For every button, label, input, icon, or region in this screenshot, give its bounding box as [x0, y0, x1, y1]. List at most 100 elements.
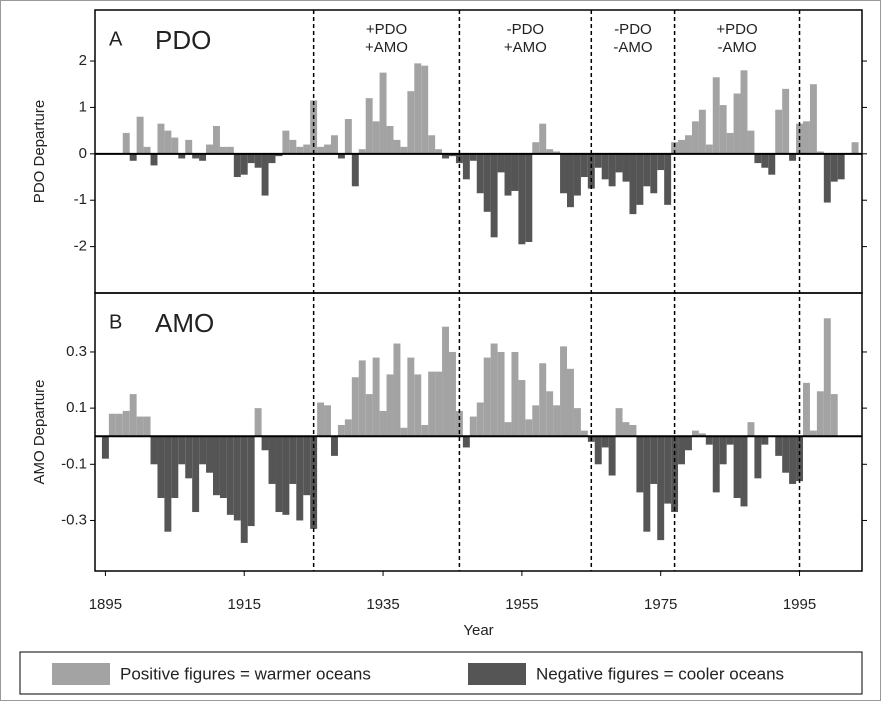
y-tick-label: -0.3 [61, 511, 87, 528]
y-tick-label: 0.3 [66, 343, 87, 360]
bar [171, 436, 179, 498]
bar [254, 153, 262, 168]
bar [740, 436, 748, 507]
bar [518, 380, 526, 437]
bar [740, 70, 748, 154]
bar [553, 151, 561, 154]
legend-swatch [52, 663, 110, 685]
regime-label: -AMO [717, 39, 756, 56]
bar [483, 357, 491, 437]
bar [400, 427, 408, 437]
bar [719, 105, 727, 154]
bar [421, 65, 429, 154]
bar [303, 436, 311, 496]
bar [685, 436, 692, 451]
bar [546, 149, 554, 154]
bar [539, 123, 547, 154]
bar [809, 430, 817, 437]
bar [580, 430, 588, 437]
bar [365, 98, 373, 154]
bar [157, 123, 165, 154]
y-tick-label: -2 [74, 238, 87, 255]
bar [823, 318, 831, 437]
bar [219, 436, 227, 498]
bar [698, 109, 706, 154]
bar [372, 121, 380, 154]
bar [428, 371, 436, 437]
bar [733, 93, 741, 154]
bar [615, 153, 623, 173]
bar [268, 436, 276, 484]
bar [185, 436, 193, 479]
bar [490, 153, 498, 238]
bar [358, 360, 366, 437]
bar [414, 63, 422, 154]
bar [782, 436, 790, 473]
bar [775, 436, 783, 456]
bar [226, 436, 234, 515]
bar [816, 151, 824, 154]
bar [809, 84, 817, 154]
bar [226, 146, 234, 154]
bar [219, 146, 227, 154]
y-tick-label: 2 [79, 52, 87, 69]
regime-label: -AMO [613, 39, 652, 56]
bar [830, 153, 838, 182]
bar [629, 153, 637, 215]
legend-label: Negative figures = cooler oceans [536, 664, 784, 683]
bar [504, 153, 512, 196]
bar [407, 91, 415, 154]
bar [650, 153, 658, 194]
bar [289, 139, 297, 154]
panel-title: PDO [155, 25, 211, 55]
x-tick-label: 1975 [644, 596, 677, 613]
bar [206, 436, 213, 473]
bar [497, 351, 505, 437]
bar [733, 436, 741, 498]
bar [331, 135, 338, 154]
regime-label: +AMO [365, 39, 408, 56]
bar [726, 132, 734, 154]
bar [816, 391, 824, 437]
bar [143, 416, 151, 437]
bar [837, 153, 845, 180]
panel-label: A [109, 28, 123, 50]
bar [608, 436, 616, 476]
y-tick-label: -1 [74, 191, 87, 208]
bar [560, 153, 567, 194]
bar [233, 153, 241, 178]
x-tick-label: 1915 [228, 596, 261, 613]
bar [747, 422, 755, 437]
y-tick-label: 1 [79, 98, 87, 115]
regime-label: -PDO [614, 21, 652, 38]
bar [282, 130, 290, 154]
bar [414, 374, 422, 437]
y-tick-label: 0.1 [66, 399, 87, 416]
bar [157, 436, 165, 498]
bar [691, 121, 699, 154]
bar [462, 436, 470, 448]
bar [567, 153, 574, 208]
bar [178, 153, 186, 159]
bar [532, 142, 540, 154]
y-axis-label: AMO Departure [31, 379, 48, 484]
bar [254, 408, 262, 437]
bar [678, 139, 685, 154]
bar [261, 153, 269, 196]
bar [657, 153, 665, 171]
bar [386, 374, 394, 437]
bar [469, 153, 477, 161]
bar [386, 125, 394, 154]
bar [782, 88, 790, 154]
bar [101, 436, 109, 459]
bar [351, 153, 359, 187]
bar [129, 153, 137, 161]
x-axis-label: Year [463, 622, 493, 639]
bar [469, 416, 477, 437]
bar [442, 326, 449, 437]
bar [393, 343, 401, 437]
bar [573, 153, 581, 196]
bar [754, 153, 762, 164]
bar [573, 408, 581, 437]
